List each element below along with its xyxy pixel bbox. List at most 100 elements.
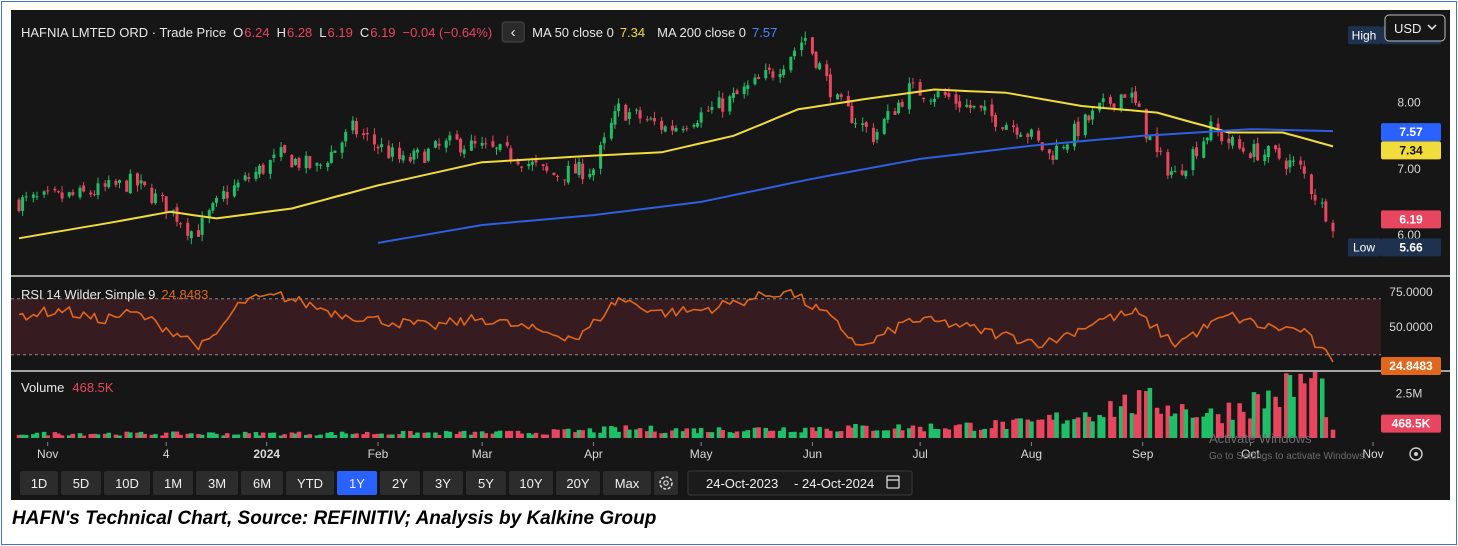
volume-bar xyxy=(637,428,643,438)
candle-up xyxy=(566,165,570,183)
volume-bar xyxy=(31,434,36,438)
volume-bar xyxy=(555,429,560,438)
volume-bar xyxy=(1136,390,1142,438)
candle-up xyxy=(214,198,218,203)
range-button-5d[interactable]: 5D xyxy=(61,471,101,495)
volume-bar xyxy=(519,433,524,438)
candle-up xyxy=(1073,123,1077,147)
rsi-label: RSI 14 Wilder Simple 9 xyxy=(21,287,155,302)
volume-bar xyxy=(185,433,191,438)
volume-bar xyxy=(92,433,97,438)
range-button-20y[interactable]: 20Y xyxy=(556,471,600,495)
ohlc-key: C xyxy=(360,25,369,40)
candle-down xyxy=(771,71,775,78)
range-button-label: 1Y xyxy=(349,476,365,491)
volume-bar xyxy=(1215,414,1221,438)
candle-down xyxy=(1309,174,1313,195)
candle-down xyxy=(1248,153,1252,159)
candle-down xyxy=(1220,131,1224,142)
candle-down xyxy=(767,67,771,70)
volume-bar xyxy=(59,435,65,438)
volume-bar xyxy=(210,432,216,438)
volume-badge: 468.5K xyxy=(1381,414,1441,433)
volume-bar xyxy=(993,420,998,438)
volume-bar xyxy=(268,432,273,438)
target-icon[interactable] xyxy=(1409,447,1423,461)
ma200-badge-value: 7.57 xyxy=(1399,125,1423,139)
range-button-1d[interactable]: 1D xyxy=(20,471,58,495)
range-button-3y[interactable]: 3Y xyxy=(423,471,463,495)
candle-down xyxy=(376,146,380,149)
candle-up xyxy=(390,147,394,157)
volume-bar xyxy=(1319,378,1325,438)
low-badge-prefix: Low xyxy=(1353,240,1375,254)
rsi-tick-label: 50.0000 xyxy=(1389,320,1433,334)
volume-bar xyxy=(885,430,891,438)
volume-bar xyxy=(124,431,129,438)
candle-up xyxy=(527,164,531,167)
volume-bar xyxy=(788,432,794,438)
candle-up xyxy=(800,42,804,51)
candle-down xyxy=(825,64,829,77)
calendar-body xyxy=(886,475,900,489)
range-button-max[interactable]: Max xyxy=(603,471,651,495)
chart-caption: HAFN's Technical Chart, Source: REFINITI… xyxy=(12,508,657,529)
candle-down xyxy=(1180,170,1184,175)
candle-down xyxy=(516,161,520,165)
volume-bar xyxy=(1144,391,1149,438)
volume-bar xyxy=(1165,405,1171,438)
volume-bar xyxy=(52,432,58,438)
volume-bar xyxy=(246,433,252,438)
candle-up xyxy=(189,231,193,239)
candle-up xyxy=(932,98,936,102)
candle-down xyxy=(1241,147,1245,152)
range-button-10d[interactable]: 10D xyxy=(104,471,150,495)
candle-down xyxy=(534,159,538,163)
candle-down xyxy=(911,82,915,84)
candle-down xyxy=(721,98,725,112)
volume-bar xyxy=(454,433,460,438)
range-button-6m[interactable]: 6M xyxy=(241,471,283,495)
volume-bar xyxy=(817,427,822,438)
candle-up xyxy=(1090,110,1094,120)
settings-button[interactable] xyxy=(654,471,678,495)
range-button-5y[interactable]: 5Y xyxy=(466,471,506,495)
volume-bar xyxy=(601,426,607,438)
collapse-button[interactable]: ‹ xyxy=(501,21,525,43)
volume-bar xyxy=(544,434,550,438)
candle-down xyxy=(53,188,57,191)
volume-bar xyxy=(680,431,686,438)
range-button-3m[interactable]: 3M xyxy=(196,471,238,495)
volume-bar xyxy=(433,432,438,438)
range-button-10y[interactable]: 10Y xyxy=(509,471,553,495)
range-button-bg xyxy=(466,471,506,495)
date-range-picker[interactable]: 24-Oct-2023 -24-Oct-2024 xyxy=(687,470,913,496)
candle-down xyxy=(1256,143,1260,161)
volume-bar xyxy=(1086,416,1092,438)
volume-bar xyxy=(128,432,133,438)
range-button-1m[interactable]: 1M xyxy=(153,471,193,495)
candle-down xyxy=(473,140,477,144)
range-button-2y[interactable]: 2Y xyxy=(380,471,420,495)
candle-up xyxy=(1019,134,1023,137)
candle-up xyxy=(530,161,534,165)
volume-bar xyxy=(332,435,338,438)
volume-bar xyxy=(1201,416,1207,438)
candle-up xyxy=(344,131,348,142)
volume-bar xyxy=(1050,419,1056,438)
volume-bar xyxy=(138,431,144,438)
candle-down xyxy=(354,121,358,135)
volume-bar xyxy=(113,434,119,438)
candle-up xyxy=(207,210,211,219)
currency-select[interactable]: USD xyxy=(1384,14,1446,42)
volume-bar xyxy=(1122,394,1128,438)
volume-bar xyxy=(971,430,977,438)
volume-bar xyxy=(573,432,578,438)
range-button-ytd[interactable]: YTD xyxy=(286,471,334,495)
low-badge: Low 5.66 xyxy=(1348,238,1441,257)
volume-bar xyxy=(77,433,83,438)
volume-bar xyxy=(224,433,230,438)
candle-up xyxy=(96,183,100,196)
range-button-1y[interactable]: 1Y xyxy=(337,471,377,495)
x-tick-label: May xyxy=(690,447,713,461)
